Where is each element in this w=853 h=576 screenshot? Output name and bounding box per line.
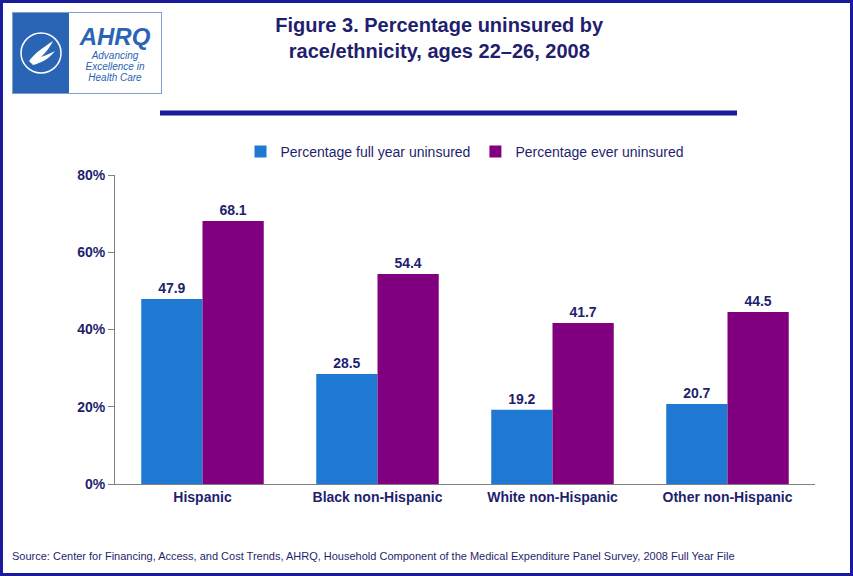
svg-text:Black non-Hispanic: Black non-Hispanic — [313, 489, 443, 505]
svg-text:Figure 3. Percentage uninsured: Figure 3. Percentage uninsured byrace/et… — [275, 14, 604, 62]
svg-text:Other non-Hispanic: Other non-Hispanic — [663, 489, 793, 505]
svg-text:80%: 80% — [77, 167, 106, 183]
html-text:Health Care: Health Care — [88, 71, 142, 83]
svg-text:41.7: 41.7 — [569, 304, 596, 320]
svg-text:20%: 20% — [77, 399, 106, 415]
html-text:AHRQ: AHRQ — [79, 22, 151, 50]
svg-text:Percentage full year uninsured: Percentage full year uninsured — [281, 144, 471, 160]
svg-text:54.4: 54.4 — [394, 255, 421, 271]
svg-text:19.2: 19.2 — [508, 391, 535, 407]
svg-text:28.5: 28.5 — [333, 355, 360, 371]
svg-text:White non-Hispanic: White non-Hispanic — [487, 489, 618, 505]
svg-text:60%: 60% — [77, 244, 106, 260]
svg-text:0%: 0% — [85, 476, 106, 492]
svg-text:68.1: 68.1 — [219, 202, 246, 218]
html-text:Advancing: Advancing — [91, 49, 139, 61]
svg-text:40%: 40% — [77, 321, 106, 337]
html-text:Excellence in: Excellence in — [85, 60, 145, 72]
svg-text:47.9: 47.9 — [158, 280, 185, 296]
svg-text:Source: Center for Financing,: Source: Center for Financing, Access, an… — [12, 550, 735, 562]
svg-text:Percentage ever uninsured: Percentage ever uninsured — [515, 144, 683, 160]
svg-text:Hispanic: Hispanic — [173, 489, 232, 505]
svg-text:20.7: 20.7 — [683, 385, 710, 401]
svg-text:44.5: 44.5 — [744, 293, 771, 309]
